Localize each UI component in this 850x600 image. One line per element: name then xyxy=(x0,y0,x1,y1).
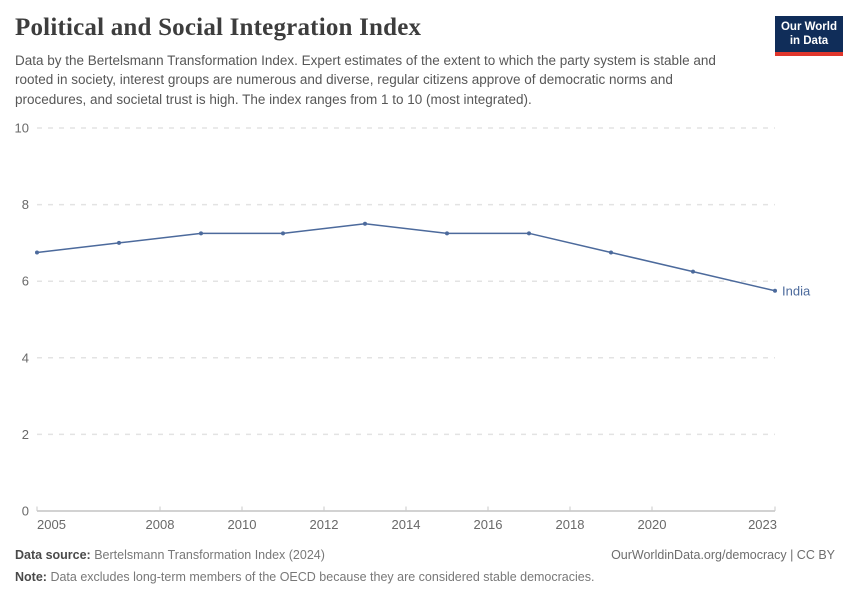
footer-row: Data source: Bertelsmann Transformation … xyxy=(15,546,835,564)
x-tick-label: 2018 xyxy=(556,517,585,532)
y-tick-label: 8 xyxy=(22,197,29,212)
title-block: Political and Social Integration Index D… xyxy=(15,14,741,109)
chart-header: Political and Social Integration Index D… xyxy=(0,0,850,109)
data-point[interactable] xyxy=(363,221,367,226)
owid-logo: Our World in Data xyxy=(775,16,843,56)
data-point[interactable] xyxy=(445,231,449,236)
data-source-label: Data source: xyxy=(15,548,91,562)
y-tick-label: 6 xyxy=(22,274,29,289)
y-tick-label: 10 xyxy=(15,121,29,136)
data-point[interactable] xyxy=(199,231,203,236)
x-tick-label: 2020 xyxy=(638,517,667,532)
x-tick-label: 2008 xyxy=(146,517,175,532)
y-tick-label: 2 xyxy=(22,427,29,442)
chart-line[interactable] xyxy=(36,223,776,292)
x-tick-label: 2023 xyxy=(748,517,777,532)
x-tick-label: 2005 xyxy=(37,517,66,532)
logo-line2: in Data xyxy=(789,35,829,48)
data-point[interactable] xyxy=(35,250,39,255)
chart-footer: Data source: Bertelsmann Transformation … xyxy=(15,546,835,586)
x-tick-label: 2010 xyxy=(228,517,257,532)
data-point[interactable] xyxy=(117,240,121,245)
data-source-text: Bertelsmann Transformation Index (2024) xyxy=(94,548,325,562)
y-tick-label: 4 xyxy=(22,350,29,365)
data-point[interactable] xyxy=(773,288,777,293)
note-text: Data excludes long-term members of the O… xyxy=(50,570,595,585)
data-source: Data source: Bertelsmann Transformation … xyxy=(15,546,325,564)
data-point[interactable] xyxy=(691,269,695,274)
footer-note: Note: Data excludes long-term members of… xyxy=(15,568,835,586)
data-point[interactable] xyxy=(527,231,531,236)
owid-link[interactable]: OurWorldinData.org/democracy | CC BY xyxy=(611,548,835,562)
note-label: Note: xyxy=(15,570,47,585)
x-tick-label: 2014 xyxy=(392,517,421,532)
page-title: Political and Social Integration Index xyxy=(15,14,422,41)
y-tick-label: 0 xyxy=(22,504,29,519)
line-chart: 0 2 4 6 8 10 2005 2008 2010 2012 2014 2016 2018 2020 2… xyxy=(15,121,811,533)
x-tick-label: 2012 xyxy=(310,517,339,532)
series-end-label: India xyxy=(782,283,811,298)
data-point[interactable] xyxy=(609,250,613,255)
data-point[interactable] xyxy=(281,231,285,236)
x-tick-label: 2016 xyxy=(474,517,503,532)
logo-line1: Our World xyxy=(780,21,837,33)
chart-subtitle: Data by the Bertelsmann Transformation I… xyxy=(15,52,716,107)
